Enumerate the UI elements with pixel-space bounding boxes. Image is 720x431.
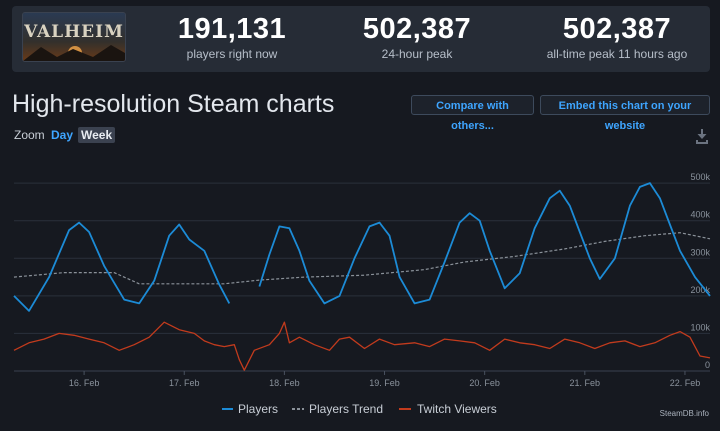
y-tick-label: 300k xyxy=(690,247,710,257)
chart-grid xyxy=(14,182,710,372)
stat-current-players: 191,131 players right now xyxy=(162,12,302,62)
x-tick-label: 20. Feb xyxy=(469,378,500,388)
peak-24h-value: 502,387 xyxy=(362,13,472,45)
stat-all-time-peak: 502,387 all-time peak 11 hours ago xyxy=(532,12,702,62)
stat-24h-peak: 502,387 24-hour peak xyxy=(347,12,487,62)
x-tick-label: 16. Feb xyxy=(69,378,100,388)
y-tick-label: 200k xyxy=(690,285,710,295)
y-tick-label: 400k xyxy=(690,210,710,220)
zoom-label: Zoom xyxy=(14,128,45,142)
legend-label-players[interactable]: Players xyxy=(238,402,278,416)
x-tick-label: 22. Feb xyxy=(670,378,701,388)
stats-bar: VALHEIM 191,131 players right now 502,38… xyxy=(12,6,710,72)
all-time-peak-value: 502,387 xyxy=(562,13,672,45)
download-icon[interactable] xyxy=(695,128,709,144)
zoom-week-button[interactable]: Week xyxy=(78,127,116,143)
logo-text: VALHEIM xyxy=(23,22,124,42)
series-twitch-viewers[interactable] xyxy=(13,321,711,371)
x-tick-label: 17. Feb xyxy=(169,378,200,388)
compare-button[interactable]: Compare with others... xyxy=(411,95,534,132)
x-tick-label: 19. Feb xyxy=(369,378,400,388)
y-tick-label: 500k xyxy=(690,172,710,182)
embed-chart-button[interactable]: Embed this chart on your website xyxy=(540,95,710,132)
valheim-logo[interactable]: VALHEIM xyxy=(22,12,126,62)
page-title: High-resolution Steam charts xyxy=(12,90,335,118)
y-axis-ticks: 500k 400k 300k 200k 100k 0 xyxy=(690,172,710,370)
all-time-peak-label: all-time peak 11 hours ago xyxy=(546,47,688,61)
chart-legend: Players Players Trend Twitch Viewers xyxy=(222,402,497,416)
x-tick-label: 18. Feb xyxy=(269,378,300,388)
legend-label-players-trend[interactable]: Players Trend xyxy=(309,402,383,416)
chart-series xyxy=(13,182,711,371)
peak-24h-label: 24-hour peak xyxy=(381,47,453,61)
players-chart: 500k 400k 300k 200k 100k 0 16. Feb 17. Feb 18. … xyxy=(13,172,711,418)
zoom-day-button[interactable]: Day xyxy=(51,128,74,142)
legend-label-twitch-viewers[interactable]: Twitch Viewers xyxy=(417,402,497,416)
y-tick-label: 0 xyxy=(705,360,710,370)
steamdb-credit[interactable]: SteamDB.info xyxy=(660,409,710,418)
series-players[interactable] xyxy=(13,182,711,312)
current-players-label: players right now xyxy=(186,47,278,61)
y-tick-label: 100k xyxy=(690,322,710,332)
x-axis-ticks: 16. Feb 17. Feb 18. Feb 19. Feb 20. Feb 21. F… xyxy=(69,371,700,388)
current-players-value: 191,131 xyxy=(177,13,287,45)
x-tick-label: 21. Feb xyxy=(570,378,601,388)
